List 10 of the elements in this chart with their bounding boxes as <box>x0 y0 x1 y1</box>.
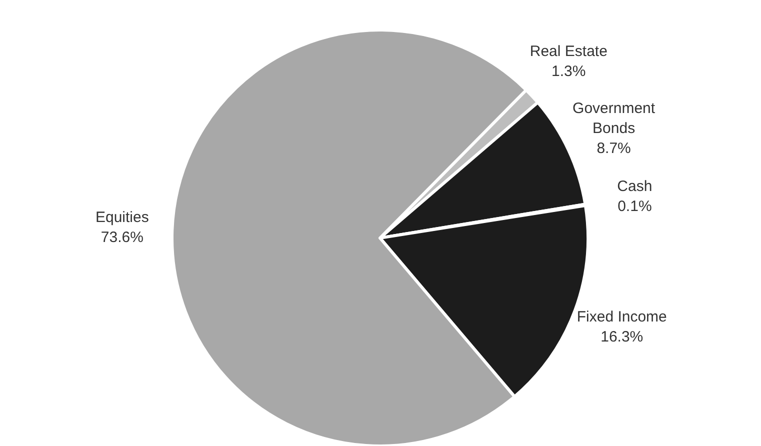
slice-label: Government Bonds <box>572 100 656 137</box>
data-label: 8.7% <box>596 140 631 157</box>
slice-label: Real Estate <box>530 42 608 60</box>
data-label: 16.3% <box>600 328 644 346</box>
slice-label: Fixed Income <box>576 308 667 326</box>
data-label: 0.1% <box>618 198 652 215</box>
data-label: 73.6% <box>100 229 144 246</box>
slice-label: Cash <box>617 178 652 195</box>
data-label: 1.3% <box>552 62 586 80</box>
slice-label: Equities <box>96 209 149 226</box>
